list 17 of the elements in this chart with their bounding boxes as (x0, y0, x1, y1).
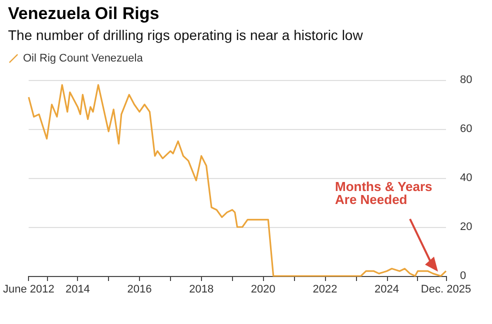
y-tick-label: 80 (460, 74, 472, 86)
y-tick-label: 40 (460, 172, 472, 184)
legend-label: Oil Rig Count Venezuela (23, 52, 144, 64)
chart-title: Venezuela Oil Rigs (8, 4, 160, 24)
x-tick-label: June 2012 (2, 284, 54, 296)
y-tick-label: 60 (460, 123, 472, 135)
x-tick-label: Dec. 2025 (420, 284, 472, 296)
x-tick-label: 2020 (250, 284, 276, 296)
x-tick-label: 2016 (127, 284, 152, 296)
x-tick-label: 2024 (374, 284, 399, 296)
x-tick-label: 2018 (189, 284, 214, 296)
x-tick-label: 2014 (65, 284, 90, 296)
y-tick-label: 20 (460, 221, 472, 233)
x-tick-label: 2022 (312, 284, 338, 296)
annotation: Months & Years Are Needed (335, 179, 432, 207)
y-tick-label: 0 (460, 270, 466, 282)
chart-subtitle: The number of drilling rigs operating is near a historic low (8, 27, 363, 43)
